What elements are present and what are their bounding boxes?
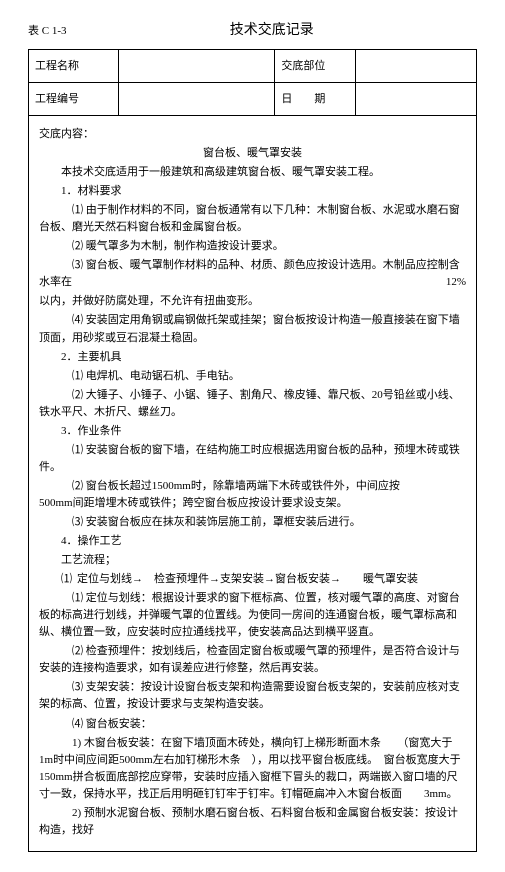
s2: 2．主要机具: [39, 349, 466, 366]
s1: 1．材料要求: [39, 183, 466, 200]
s4-4-1-n4: 3mm: [424, 788, 447, 800]
s1-2b-num: 12%: [413, 274, 466, 291]
s4-4-2: 2) 预制水泥窗台板、预制水磨石窗台板、石料窗台板和金属窗台板安装：按设计构造，…: [39, 805, 466, 839]
value-position: [356, 50, 477, 83]
s4-1: ⑴ 定位与划线：根据设计要求的窗下框标高、位置，核对暖气罩的高度、对窗台板的标高…: [39, 590, 466, 641]
s2-2-num: 20: [372, 389, 383, 401]
s2-2: ⑵ 大锤子、小锤子、小锯、锤子、割角尺、橡皮锤、靠尺板、20号铅丝或小线、铁水平…: [39, 387, 466, 421]
s4-4-1-n3: 150mm: [39, 771, 73, 783]
value-project-number: [118, 83, 275, 116]
s1-2b: ⑶ 窗台板、暖气罩制作材料的品种、材质、颜色应按设计选用。木制品应控制含水率在 …: [39, 257, 466, 291]
s3: 3．作业条件: [39, 423, 466, 440]
s4-2: ⑵ 检查预埋件：按划线后，检查固定窗台板或暖气罩的预埋件，是否符合设计与安装的连…: [39, 643, 466, 677]
s3-2: ⑵ 窗台板长超过1500mm时，除靠墙两端下木砖或铁件外，中间应按 500mm间…: [39, 478, 466, 512]
s4-4: ⑷ 窗台板安装：: [39, 716, 466, 733]
subtitle: 窗台板、暖气罩安装: [39, 145, 466, 162]
s3-2-pre: ⑵ 窗台板长超过: [72, 480, 152, 492]
s1-3: ⑷ 安装固定用角钢或扁钢做托架或挂架；窗台板按设计构造一般直接装在窗下墙顶面，用…: [39, 312, 466, 346]
s4-flow-label: 工艺流程；: [39, 552, 466, 569]
s1-2a: ⑵ 暖气罩多为木制，制作构造按设计要求。: [39, 238, 466, 255]
s4: 4．操作工艺: [39, 533, 466, 550]
label-project-number: 工程编号: [29, 83, 119, 116]
s4-4-1-m1: 时中间应间距: [53, 754, 119, 766]
s4-4-1-pre: 1) 木窗台板安装：在窗下墙顶面木砖处，横向钉上梯形断面木条 （窗宽大于: [72, 737, 452, 749]
s4-4-1-m2: 左右加钉梯形木条 ），用以找平窗台板底线。 窗台板宽度大于: [153, 754, 461, 766]
label-date: 日 期: [275, 83, 356, 116]
table-number: 表 C 1-3: [28, 23, 67, 40]
s4-4-1-n1: 1m: [39, 754, 53, 766]
s4-4-1-end: 。: [447, 788, 458, 800]
s3-2-n1: 1500mm: [152, 480, 191, 492]
label-project-name: 工程名称: [29, 50, 119, 83]
value-date: [356, 83, 477, 116]
s3-3: ⑶ 安装窗台板应在抹灰和装饰层施工前，罩框安装后进行。: [39, 514, 466, 531]
section-label: 交底内容：: [39, 126, 466, 143]
s3-2-n2: 500mm: [39, 497, 73, 509]
label-position: 交底部位: [275, 50, 356, 83]
value-project-name: [118, 50, 275, 83]
s4-4-1: 1) 木窗台板安装：在窗下墙顶面木砖处，横向钉上梯形断面木条 （窗宽大于 1m时中…: [39, 735, 466, 803]
s3-2-post: 间距增埋木砖或铁件；跨空窗台板应按设计要求设支架。: [73, 497, 348, 509]
document-title: 技术交底记录: [67, 20, 478, 41]
s4-flow: ⑴ 定位与划线→ 检查预埋件→支架安装→窗台板安装→ 暖气罩安装: [39, 571, 466, 588]
intro: 本技术交底适用于一般建筑和高级建筑窗台板、暖气罩安装工程。: [39, 164, 466, 181]
s2-1: ⑴ 电焊机、电动锯石机、手电钻。: [39, 368, 466, 385]
s1-2b-pre: ⑶ 窗台板、暖气罩制作材料的品种、材质、颜色应按设计选用。木制品应控制含水率在: [39, 259, 460, 288]
s3-2-mid: 时，除靠墙两端下木砖或铁件外，中间应按: [191, 480, 400, 492]
header-table: 工程名称 交底部位 工程编号 日 期: [28, 49, 477, 116]
s1-2b-post: 以内，并做好防腐处理，不允许有扭曲变形。: [39, 293, 466, 310]
s1-1: ⑴ 由于制作材料的不同，窗台板通常有以下几种：木制窗台板、水泥或水磨石窗台板、磨…: [39, 202, 466, 236]
s2-2-pre: ⑵ 大锤子、小锤子、小锯、锤子、割角尺、橡皮锤、靠尺板、: [72, 389, 372, 401]
content-box: 交底内容： 窗台板、暖气罩安装 本技术交底适用于一般建筑和高级建筑窗台板、暖气罩…: [28, 116, 477, 852]
s4-4-1-m3: 拼合板面底部挖应穿带，安装时应插入窗框下冒头的裁口，两端嵌入窗口墙的尺寸一致，保…: [39, 771, 458, 800]
s4-4-1-n2: 500mm: [119, 754, 153, 766]
s4-3: ⑶ 支架安装：按设计设窗台板支架和构造需要设窗台板支架的，安装前应核对支架的标高…: [39, 679, 466, 713]
s3-1: ⑴ 安装窗台板的窗下墙，在结构施工时应根据选用窗台板的品种，预埋木砖或铁件。: [39, 442, 466, 476]
